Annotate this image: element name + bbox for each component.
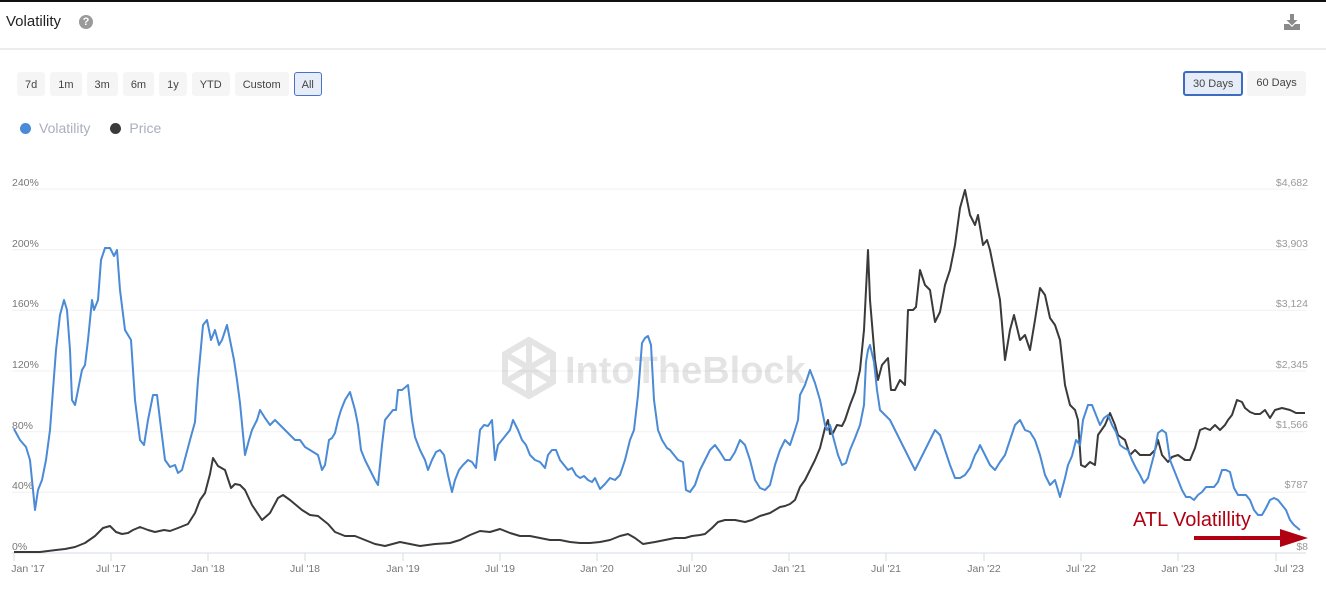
range-1m-button[interactable]: 1m: [50, 72, 82, 96]
legend-label-volatility: Volatility: [39, 120, 91, 136]
x-tick-jul-23: Jul '23: [1273, 563, 1305, 575]
x-tick-jan-21: Jan '21: [772, 563, 806, 575]
x-tick-jul-19: Jul '19: [484, 563, 516, 575]
range-6m-button[interactable]: 6m: [122, 72, 155, 96]
x-tick-jan-18: Jan '18: [191, 563, 225, 575]
y-left-tick-0: 0%: [12, 541, 28, 553]
window-30-days-button[interactable]: 30 Days: [1183, 71, 1244, 96]
x-tick-jul-20: Jul '20: [676, 563, 708, 575]
price-dot-icon: [110, 122, 122, 134]
price-series-line: [14, 189, 1305, 553]
y-left-tick-240: 240%: [12, 177, 39, 189]
chart-legend: Volatility Price: [20, 120, 161, 136]
legend-label-price: Price: [129, 120, 162, 136]
y-left-tick-80: 80%: [12, 420, 34, 432]
y-left-tick-200: 200%: [12, 238, 39, 250]
time-range-selector: 7d 1m 3m 6m 1y YTD Custom All: [17, 72, 322, 96]
volatility-series-line: [13, 247, 1301, 531]
header-divider: [0, 48, 1326, 50]
range-ytd-button[interactable]: YTD: [191, 72, 230, 96]
download-icon[interactable]: [1283, 13, 1301, 31]
atl-arrow-icon: [1194, 529, 1308, 547]
y-right-tick-4682: $4,682: [1275, 177, 1308, 189]
top-border: [0, 0, 1326, 2]
x-tick-jan-20: Jan '20: [580, 563, 614, 575]
x-tick-jan-17: Jan '17: [11, 563, 45, 575]
svg-text:IntoTheBlock: IntoTheBlock: [565, 350, 807, 392]
range-1y-button[interactable]: 1y: [159, 72, 187, 96]
range-3m-button[interactable]: 3m: [86, 72, 118, 96]
volatility-price-chart[interactable]: IntoTheBlock: [0, 170, 1326, 597]
y-left-tick-120: 120%: [12, 359, 39, 371]
x-tick-jul-22: Jul '22: [1065, 563, 1097, 575]
y-right-tick-1566: $1,566: [1275, 419, 1308, 431]
x-tick-jul-18: Jul '18: [289, 563, 321, 575]
x-ticks: [13, 553, 1277, 561]
widget-header: Volatility ?: [0, 2, 1326, 48]
y-right-tick-787: $787: [1284, 479, 1308, 491]
help-icon[interactable]: ?: [79, 15, 93, 29]
x-tick-jan-19: Jan '19: [386, 563, 420, 575]
y-right-tick-8: $8: [1296, 541, 1308, 553]
intotheblock-watermark: IntoTheBlock: [502, 336, 807, 400]
y-left-tick-40: 40%: [12, 480, 34, 492]
volatility-dot-icon: [20, 122, 31, 134]
y-right-tick-3124: $3,124: [1275, 298, 1308, 310]
x-tick-jan-23: Jan '23: [1161, 563, 1195, 575]
widget-title: Volatility: [6, 13, 62, 30]
volatility-window-selector: 30 Days 60 Days: [1183, 71, 1306, 96]
window-60-days-button[interactable]: 60 Days: [1247, 71, 1306, 96]
x-tick-jul-17: Jul '17: [95, 563, 127, 575]
range-all-button[interactable]: All: [293, 72, 322, 96]
range-7d-button[interactable]: 7d: [17, 72, 46, 96]
atl-volatility-annotation: ATL Volatillity: [1133, 509, 1251, 531]
range-custom-button[interactable]: Custom: [234, 72, 289, 96]
x-tick-jan-22: Jan '22: [967, 563, 1001, 575]
y-right-tick-2345: $2,345: [1275, 359, 1308, 371]
gridlines: [12, 188, 1306, 493]
y-left-tick-160: 160%: [12, 298, 39, 310]
x-tick-jul-21: Jul '21: [870, 563, 902, 575]
y-right-tick-3903: $3,903: [1275, 238, 1308, 250]
legend-item-price[interactable]: Price: [110, 120, 161, 136]
legend-item-volatility[interactable]: Volatility: [20, 120, 90, 136]
